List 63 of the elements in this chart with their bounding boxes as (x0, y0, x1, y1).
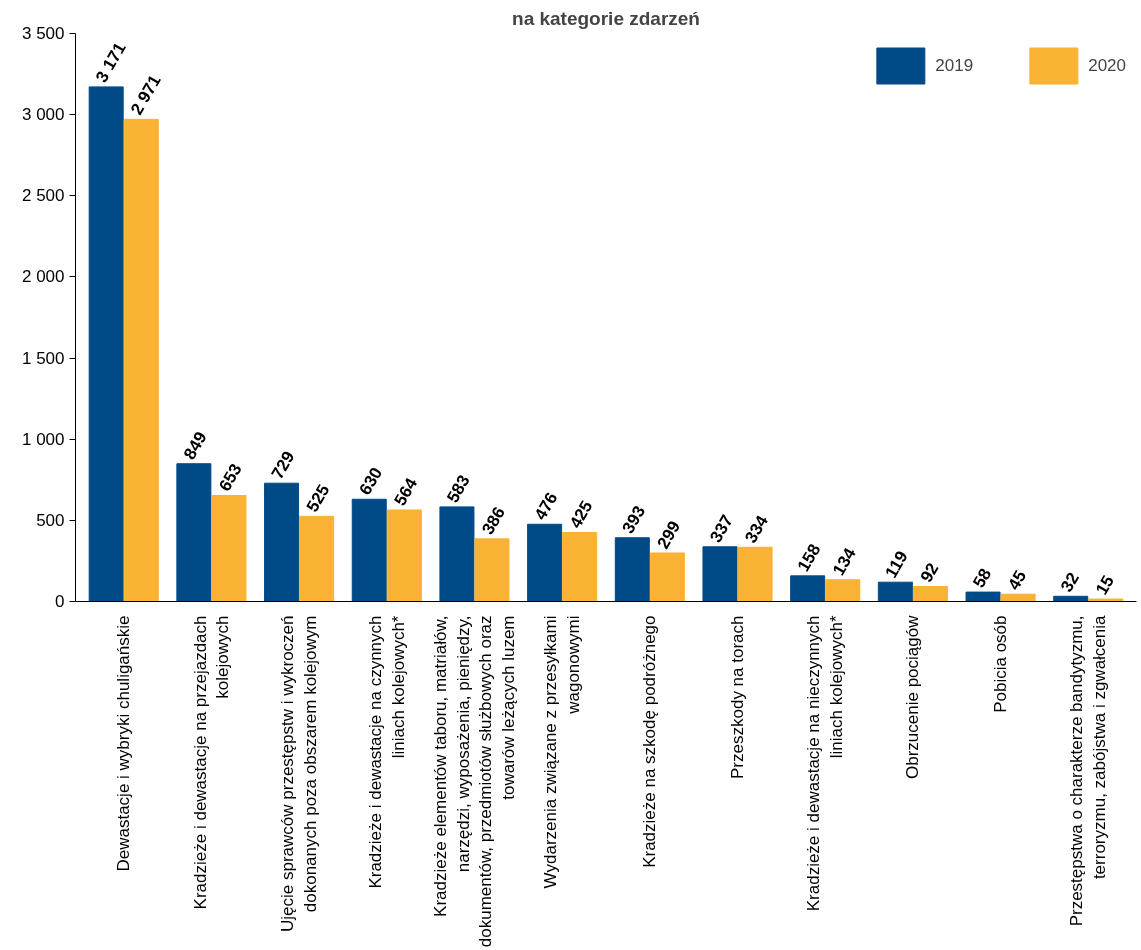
legend-label: 2020 (1088, 55, 1126, 76)
bar (439, 506, 475, 602)
x-tick-label: Kradzieże i dewastacje na przejazdach kolejowych (190, 615, 233, 910)
data-label: 849 (180, 428, 211, 463)
data-label: 583 (443, 471, 474, 506)
data-label: 334 (741, 511, 773, 547)
bar (702, 546, 738, 602)
bar (912, 586, 948, 602)
bar (474, 538, 510, 602)
data-label: 119 (881, 547, 912, 582)
data-label: 92 (916, 559, 943, 586)
x-tick-label: Dewastacje i wybryki chuligańskie (114, 615, 134, 872)
bar (737, 546, 773, 602)
data-label: 2 971 (127, 71, 165, 119)
bar (351, 498, 387, 602)
x-tick-label: Przeszkody na torach (728, 615, 748, 779)
y-tick-label: 3 500 (21, 24, 65, 43)
data-label: 425 (565, 497, 597, 532)
bar (1088, 598, 1124, 602)
bar (790, 575, 826, 602)
bar (527, 523, 563, 602)
y-tick-label: 3 000 (21, 105, 65, 125)
data-label: 58 (969, 565, 996, 592)
x-tick-label: Pobicia osób (991, 615, 1011, 713)
bar (88, 86, 124, 602)
data-label: 386 (478, 503, 509, 538)
data-label: 32 (1056, 569, 1083, 596)
data-label: 729 (267, 448, 299, 483)
chart-title: na kategorie zdarzeń (512, 7, 700, 29)
bar (176, 463, 212, 602)
data-label: 134 (828, 544, 860, 579)
x-tick-label: Kradzieże na szkodę podróżnego (640, 615, 660, 868)
data-label: 3 171 (91, 39, 130, 86)
data-label: 45 (1004, 567, 1031, 594)
y-tick-label: 2 500 (21, 186, 65, 206)
y-tick-label: 500 (36, 510, 65, 530)
bar (562, 532, 598, 602)
data-label: 393 (618, 502, 650, 537)
data-label: 476 (530, 489, 562, 524)
bar (123, 118, 159, 602)
bar (877, 581, 913, 602)
legend-label: 2019 (935, 55, 974, 76)
bar (299, 515, 335, 602)
y-tick-label: 2 000 (21, 267, 65, 287)
x-tick-label: Kradzieże i dewastacje na nieczynnych liniach kolejowych* (804, 615, 847, 912)
bar (386, 509, 422, 602)
data-label: 525 (302, 481, 334, 516)
data-label: 630 (355, 464, 387, 499)
bar (211, 495, 247, 602)
data-label: 158 (793, 540, 825, 575)
bar (965, 591, 1001, 602)
bar (1000, 593, 1036, 602)
y-tick-label: 1 500 (21, 348, 65, 368)
y-tick-label: 0 (55, 592, 65, 611)
data-label: 564 (390, 474, 422, 509)
bar (264, 482, 300, 602)
bar (649, 552, 685, 602)
data-label: 653 (215, 460, 246, 495)
y-tick-label: 1 000 (21, 429, 65, 449)
bar (614, 537, 650, 602)
data-label: 15 (1092, 572, 1118, 599)
x-tick-label: Obrzucenie pociągów (903, 614, 923, 779)
bar (825, 579, 861, 602)
